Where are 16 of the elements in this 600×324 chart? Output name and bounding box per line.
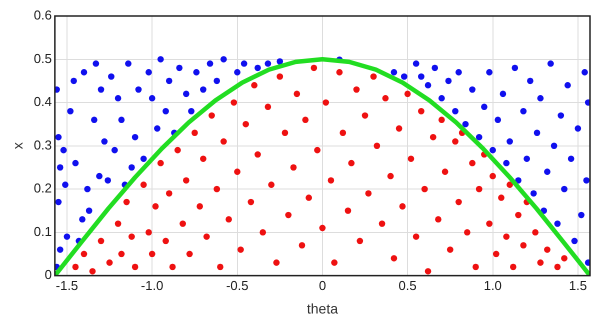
x-tick-label: -1.5 — [56, 278, 78, 293]
y-tick-label: 0.5 — [34, 50, 52, 66]
x-tick-label: 0.5 — [398, 278, 417, 293]
x-axis-title: theta — [306, 300, 338, 316]
y-axis-title: x — [9, 142, 26, 150]
x-tick-label: 1.5 — [568, 278, 587, 293]
y-tick-label: 0.4 — [34, 94, 52, 110]
y-tick-label: 0 — [44, 267, 52, 282]
y-tick-label: 0.3 — [34, 137, 52, 152]
x-tick-label: 1.0 — [484, 278, 502, 293]
x-tick-label: -1.0 — [140, 278, 164, 293]
y-tick-label: 0.6 — [34, 8, 52, 23]
x-tick-label: 0 — [318, 278, 326, 293]
x-tick-label: -0.5 — [226, 278, 248, 293]
y-tick-label: 0.1 — [34, 224, 52, 239]
y-tick-label: 0.2 — [34, 180, 52, 196]
